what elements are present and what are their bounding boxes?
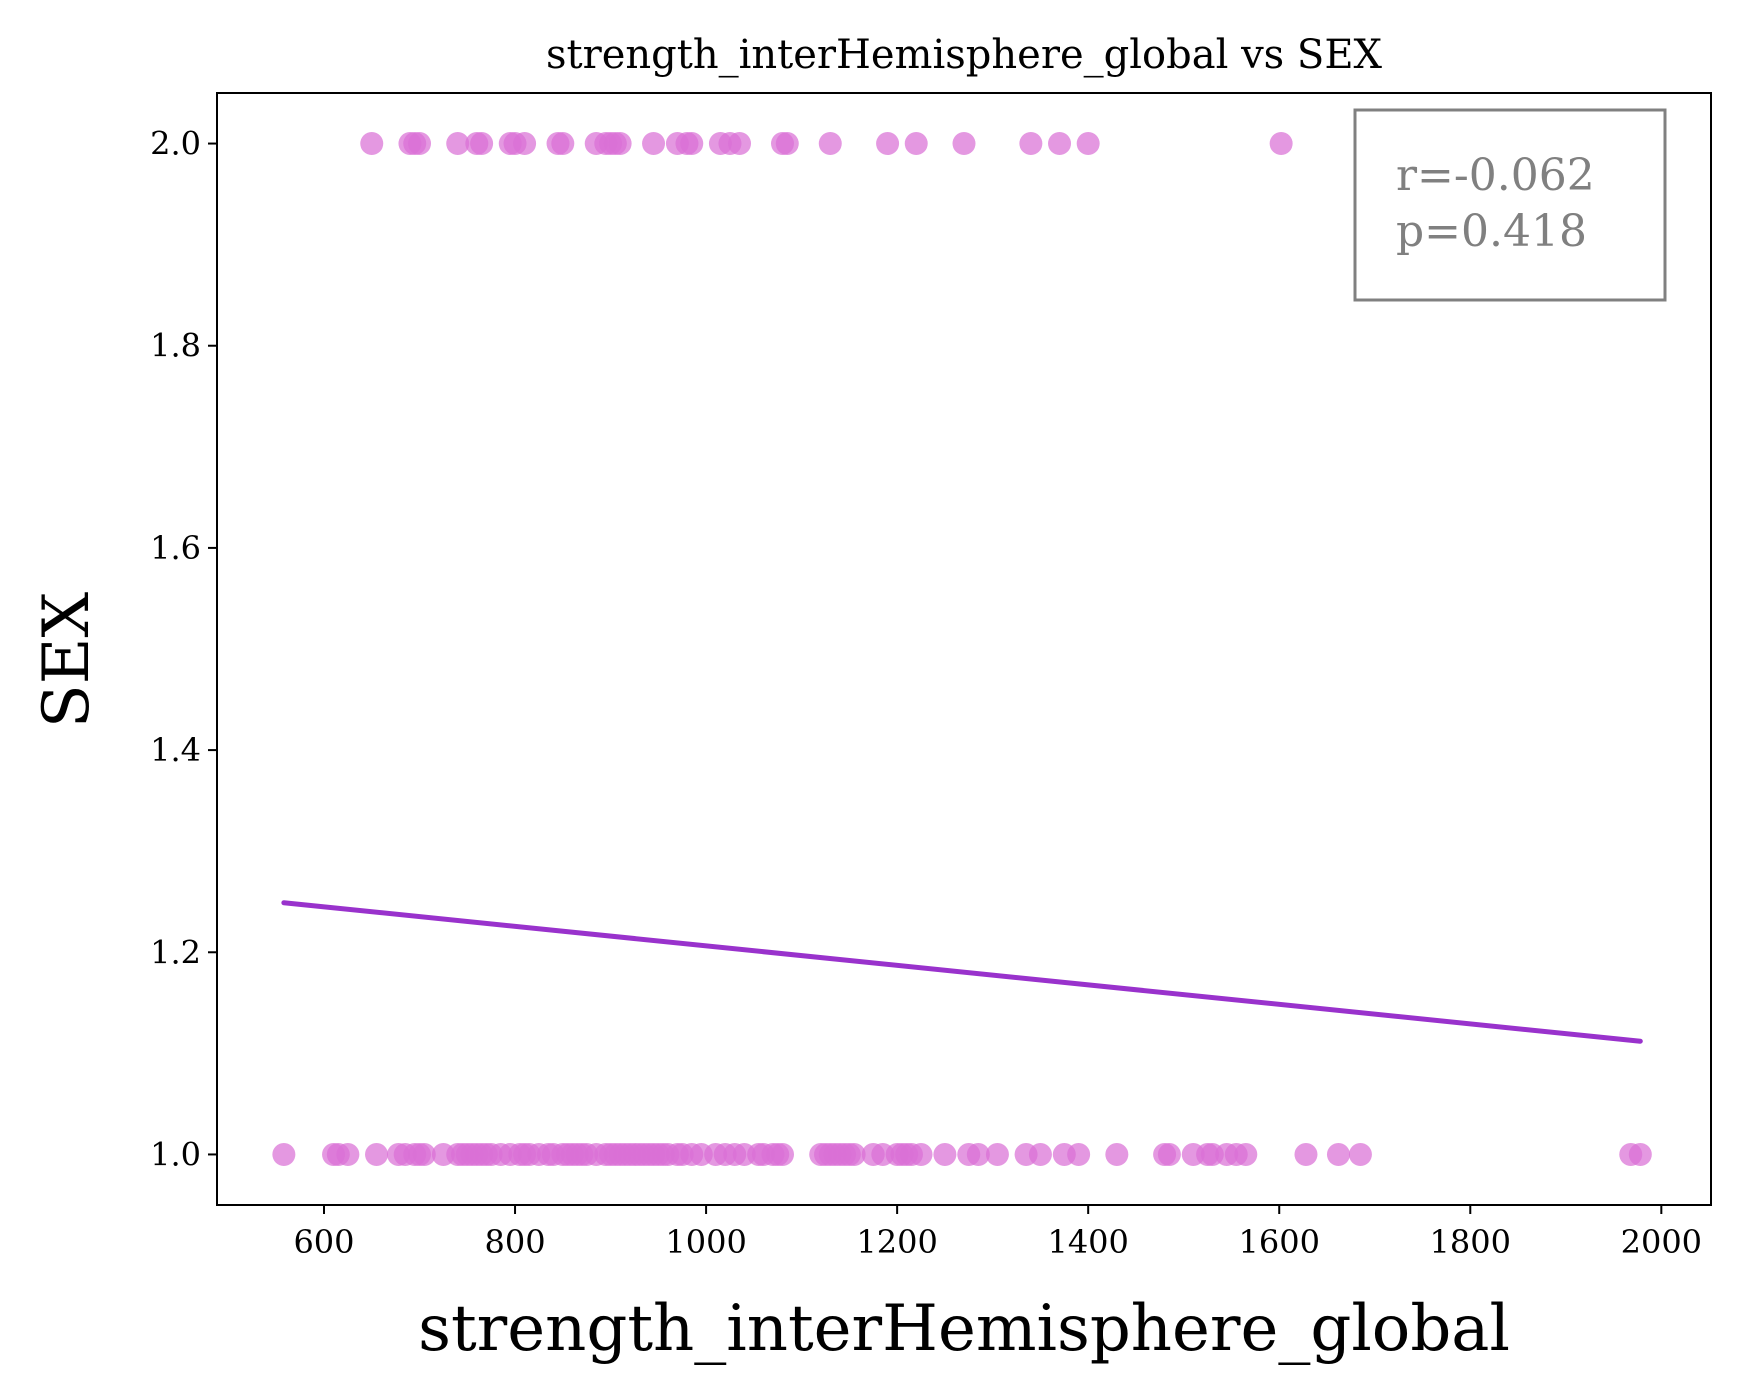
y-axis-label: SEX bbox=[30, 592, 104, 729]
data-point bbox=[842, 1142, 866, 1166]
data-point bbox=[876, 132, 900, 156]
x-tick-label: 1800 bbox=[1430, 1223, 1511, 1261]
y-axis-ticks: 1.0 1.2 1.4 1.6 1.8 2.0 bbox=[150, 125, 217, 1173]
x-tick-label: 600 bbox=[293, 1223, 354, 1261]
x-tick-label: 800 bbox=[484, 1223, 545, 1261]
data-point bbox=[272, 1142, 296, 1166]
y-tick-label: 1.4 bbox=[150, 731, 201, 769]
x-axis-label: strength_interHemisphere_global bbox=[418, 1292, 1510, 1366]
data-point bbox=[608, 132, 632, 156]
data-point bbox=[412, 1142, 436, 1166]
chart-title: strength_interHemisphere_global vs SEX bbox=[546, 32, 1383, 78]
data-point bbox=[680, 132, 704, 156]
data-point bbox=[966, 1142, 990, 1166]
x-tick-label: 2000 bbox=[1621, 1223, 1702, 1261]
data-point bbox=[1326, 1142, 1350, 1166]
data-point bbox=[1105, 1142, 1129, 1166]
data-point bbox=[336, 1142, 360, 1166]
data-point bbox=[933, 1142, 957, 1166]
data-point bbox=[909, 1142, 933, 1166]
stats-box bbox=[1353, 108, 1667, 302]
y-tick-label: 1.8 bbox=[150, 327, 201, 365]
data-point bbox=[818, 132, 842, 156]
data-point bbox=[1628, 1142, 1652, 1166]
x-tick-label: 1600 bbox=[1239, 1223, 1320, 1261]
x-axis-ticks: 600 800 1000 1200 1400 1600 1800 2000 bbox=[293, 1205, 1702, 1261]
data-point bbox=[728, 132, 752, 156]
data-point bbox=[771, 1142, 795, 1166]
x-tick-label: 1200 bbox=[856, 1223, 937, 1261]
data-point bbox=[1269, 132, 1293, 156]
data-point bbox=[1234, 1142, 1258, 1166]
y-tick-label: 1.6 bbox=[150, 529, 201, 567]
x-tick-label: 1000 bbox=[665, 1223, 746, 1261]
data-point bbox=[775, 132, 799, 156]
data-point bbox=[408, 132, 432, 156]
data-point bbox=[551, 132, 575, 156]
y-tick-label: 1.2 bbox=[150, 933, 201, 971]
data-point bbox=[952, 132, 976, 156]
plot-area-frame bbox=[216, 92, 1712, 1206]
data-point bbox=[1028, 1142, 1052, 1166]
data-point bbox=[1294, 1142, 1318, 1166]
data-point bbox=[985, 1142, 1009, 1166]
data-point bbox=[642, 132, 666, 156]
data-point bbox=[1157, 1142, 1181, 1166]
data-point bbox=[1019, 132, 1043, 156]
r-value-label: r=-0.062 bbox=[1396, 150, 1595, 201]
data-points bbox=[272, 132, 1652, 1166]
data-point bbox=[1048, 132, 1072, 156]
data-point bbox=[365, 1142, 389, 1166]
data-point bbox=[1348, 1142, 1372, 1166]
regression-line bbox=[281, 900, 1643, 1044]
p-value-label: p=0.418 bbox=[1396, 206, 1587, 257]
data-point bbox=[904, 132, 928, 156]
x-tick-label: 1400 bbox=[1047, 1223, 1128, 1261]
y-tick-label: 1.0 bbox=[150, 1135, 201, 1173]
data-point bbox=[1067, 1142, 1091, 1166]
data-point bbox=[1076, 132, 1100, 156]
y-tick-label: 2.0 bbox=[150, 125, 201, 163]
data-point bbox=[470, 132, 494, 156]
data-point bbox=[446, 132, 470, 156]
data-point bbox=[513, 132, 537, 156]
data-point bbox=[360, 132, 384, 156]
